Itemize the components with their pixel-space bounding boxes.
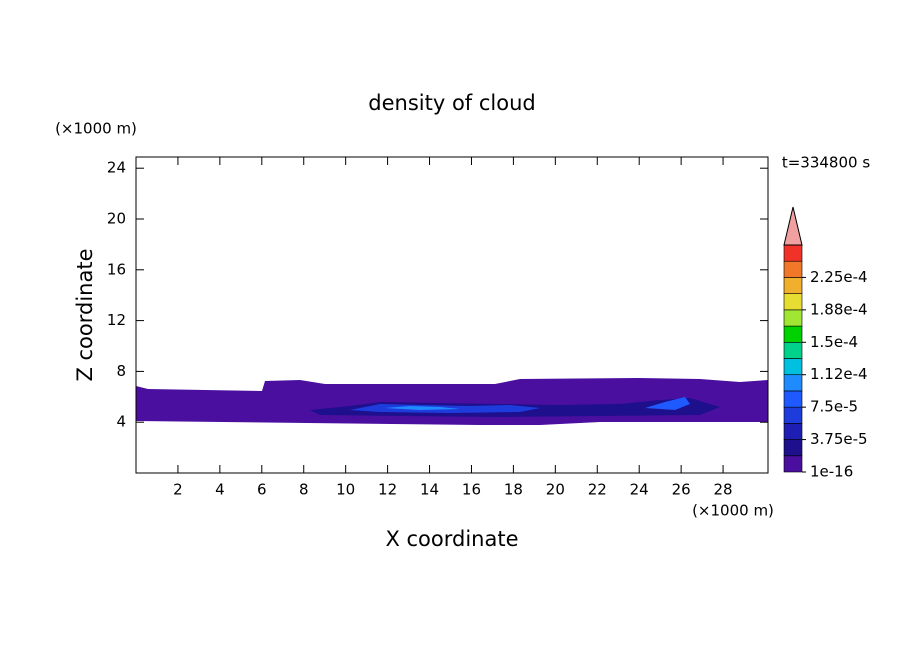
colorbar-band bbox=[783, 341, 803, 359]
y-tick-label: 24 bbox=[107, 159, 126, 177]
colorbar-tick-label: 3.75e-5 bbox=[810, 430, 868, 448]
colorbar-band bbox=[783, 260, 803, 278]
colorbar-band bbox=[783, 455, 803, 473]
colorbar-band bbox=[783, 390, 803, 408]
x-tick-label: 22 bbox=[588, 481, 607, 499]
x-unit: (×1000 m) bbox=[692, 502, 774, 520]
y-axis-label: Z coordinate bbox=[73, 248, 97, 381]
y-tick-label: 8 bbox=[116, 362, 126, 380]
y-tick-label: 16 bbox=[107, 260, 126, 278]
y-tick-label: 20 bbox=[107, 210, 126, 228]
x-axis-label: X coordinate bbox=[385, 527, 518, 551]
colorbar-band bbox=[783, 439, 803, 457]
x-tick-label: 16 bbox=[462, 481, 481, 499]
contour-region bbox=[645, 397, 690, 410]
x-tick-label: 24 bbox=[630, 481, 649, 499]
contour-region bbox=[385, 406, 460, 410]
x-tick-label: 4 bbox=[215, 481, 225, 499]
x-tick-label: 20 bbox=[546, 481, 565, 499]
y-tick-label: 12 bbox=[107, 311, 126, 329]
x-tick-label: 18 bbox=[504, 481, 523, 499]
colorbar-band bbox=[783, 309, 803, 327]
colorbar-tick-label: 7.5e-5 bbox=[810, 398, 858, 416]
x-tick-label: 14 bbox=[420, 481, 439, 499]
y-unit: (×1000 m) bbox=[55, 120, 137, 138]
chart-title: density of cloud bbox=[368, 91, 535, 115]
x-tick-label: 6 bbox=[257, 481, 267, 499]
colorbar-extend bbox=[783, 206, 803, 246]
colorbar-band bbox=[783, 325, 803, 343]
colorbar-tick-label: 1.88e-4 bbox=[810, 300, 868, 318]
colorbar-tick-label: 2.25e-4 bbox=[810, 268, 868, 286]
x-tick-label: 8 bbox=[299, 481, 309, 499]
colorbar-tick-label: 1.5e-4 bbox=[810, 333, 858, 351]
x-tick-label: 2 bbox=[173, 481, 183, 499]
time-label: t=334800 s bbox=[782, 154, 870, 172]
colorbar-band bbox=[783, 406, 803, 424]
colorbar-band bbox=[783, 423, 803, 440]
plot-frame bbox=[135, 156, 769, 474]
cloud-field bbox=[136, 378, 768, 425]
colorbar-band bbox=[783, 358, 803, 376]
colorbar-band bbox=[783, 244, 803, 262]
colorbar-band bbox=[783, 374, 803, 392]
colorbar-band bbox=[783, 293, 803, 311]
y-tick-label: 4 bbox=[116, 413, 126, 431]
x-tick-label: 28 bbox=[714, 481, 733, 499]
x-tick-label: 12 bbox=[378, 481, 397, 499]
x-tick-label: 26 bbox=[672, 481, 691, 499]
colorbar-tick-label: 1.12e-4 bbox=[810, 365, 868, 383]
colorbar-tick-label: 1e-16 bbox=[810, 463, 853, 481]
x-tick-label: 10 bbox=[336, 481, 355, 499]
colorbar-band bbox=[783, 277, 803, 294]
